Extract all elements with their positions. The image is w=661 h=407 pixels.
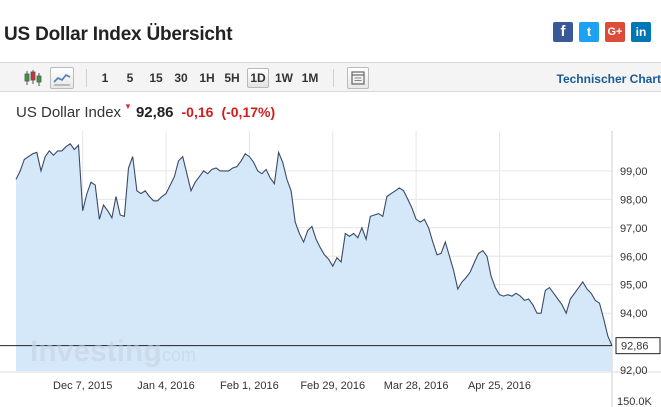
linkedin-share-button[interactable]: in [631, 22, 651, 42]
down-arrow-icon: ▼ [124, 102, 132, 111]
volume-axis-label: 150.0K [617, 396, 653, 407]
price-change: -0,16 [181, 104, 214, 120]
timeframe-15[interactable]: 15 [149, 71, 163, 85]
investing-watermark: Investing [30, 335, 162, 368]
y-tick-label: 97,00 [620, 223, 648, 235]
googleplus-icon: G+ [607, 26, 623, 38]
chart-settings-button[interactable] [347, 67, 369, 89]
x-tick-label: Feb 29, 2016 [300, 380, 365, 392]
area-chart-button[interactable] [50, 67, 74, 89]
price-change-percent: (-0,17%) [221, 104, 276, 120]
x-tick-label: Mar 28, 2016 [384, 380, 449, 392]
price-chart[interactable]: Investing .com 92,0093,0094,0095,0096,00… [0, 131, 661, 407]
y-tick-label: 92,00 [620, 365, 648, 377]
last-price-label: 92,86 [621, 341, 649, 353]
chart-toolbar: 1 5 15 30 1H 5H 1D 1W 1M Technischer Cha… [0, 62, 661, 92]
x-tick-label: Jan 4, 2016 [137, 380, 195, 392]
timeframe-30[interactable]: 30 [174, 71, 188, 85]
twitter-share-button[interactable]: t [579, 22, 599, 42]
timeframe-1h[interactable]: 1H [199, 71, 215, 85]
page-title: US Dollar Index Übersicht [4, 24, 233, 45]
y-tick-label: 94,00 [620, 308, 648, 320]
facebook-icon: f [560, 23, 566, 40]
facebook-share-button[interactable]: f [553, 22, 573, 42]
instrument-name: US Dollar Index [16, 104, 122, 121]
timeframe-1[interactable]: 1 [101, 71, 109, 85]
price-area [16, 143, 612, 371]
timeframe-5h[interactable]: 5H [224, 71, 240, 85]
technical-chart-link[interactable]: Technischer Chart [556, 72, 661, 86]
toolbar-divider [86, 69, 87, 87]
linkedin-icon: in [635, 25, 647, 39]
x-tick-label: Apr 25, 2016 [468, 380, 531, 392]
area-chart-icon [53, 73, 71, 86]
last-price: 92,86 [135, 104, 174, 121]
y-tick-label: 95,00 [620, 280, 648, 292]
twitter-icon: t [586, 24, 592, 39]
quote-header: US Dollar Index ▼ 92,86 -0,16 (-0,17%) [16, 102, 276, 126]
googleplus-share-button[interactable]: G+ [605, 22, 625, 42]
timeframe-5[interactable]: 5 [126, 71, 134, 85]
investing-watermark-suffix: .com [157, 345, 196, 365]
candlestick-icon [24, 70, 42, 86]
y-tick-label: 99,00 [620, 166, 648, 178]
timeframe-1d[interactable]: 1D [247, 68, 269, 88]
price-line [15, 143, 613, 346]
toolbar-divider [333, 69, 334, 87]
price-chart-svg[interactable]: Investing .com 92,0093,0094,0095,0096,00… [0, 131, 661, 407]
candlestick-chart-button[interactable] [21, 67, 45, 89]
settings-icon [351, 71, 365, 85]
y-tick-label: 98,00 [620, 194, 648, 206]
last-price-badge [615, 337, 661, 355]
x-tick-label: Dec 7, 2015 [53, 380, 112, 392]
timeframe-1w[interactable]: 1W [275, 71, 293, 85]
y-tick-label: 96,00 [620, 251, 648, 263]
x-tick-label: Feb 1, 2016 [220, 380, 279, 392]
timeframe-1m[interactable]: 1M [301, 71, 319, 85]
